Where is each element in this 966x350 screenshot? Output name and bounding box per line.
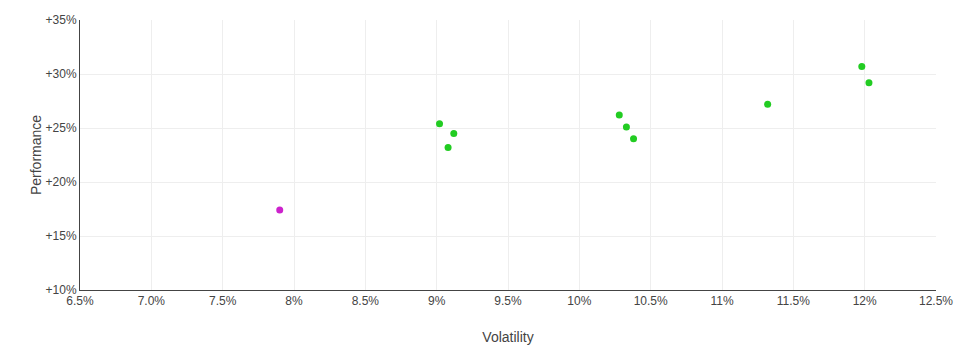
svg-text:12%: 12% xyxy=(853,294,877,308)
svg-text:9.5%: 9.5% xyxy=(494,294,522,308)
svg-text:10.5%: 10.5% xyxy=(634,294,668,308)
svg-text:+35%: +35% xyxy=(46,13,77,27)
svg-text:10%: 10% xyxy=(567,294,591,308)
svg-text:11.5%: 11.5% xyxy=(777,294,810,308)
svg-text:12.5%: 12.5% xyxy=(919,294,953,308)
svg-text:+30%: +30% xyxy=(46,67,77,81)
svg-text:6.5%: 6.5% xyxy=(66,294,94,308)
svg-text:+15%: +15% xyxy=(46,229,77,243)
svg-text:7.0%: 7.0% xyxy=(138,294,166,308)
svg-text:+20%: +20% xyxy=(46,175,77,189)
svg-text:7.5%: 7.5% xyxy=(209,294,237,308)
svg-text:9%: 9% xyxy=(428,294,446,308)
svg-text:Performance: Performance xyxy=(28,115,44,195)
svg-text:8.5%: 8.5% xyxy=(352,294,380,308)
svg-text:+10%: +10% xyxy=(46,283,77,297)
svg-text:+25%: +25% xyxy=(46,121,77,135)
svg-text:8%: 8% xyxy=(285,294,303,308)
svg-text:11%: 11% xyxy=(710,294,733,308)
svg-text:Volatility: Volatility xyxy=(482,329,533,345)
